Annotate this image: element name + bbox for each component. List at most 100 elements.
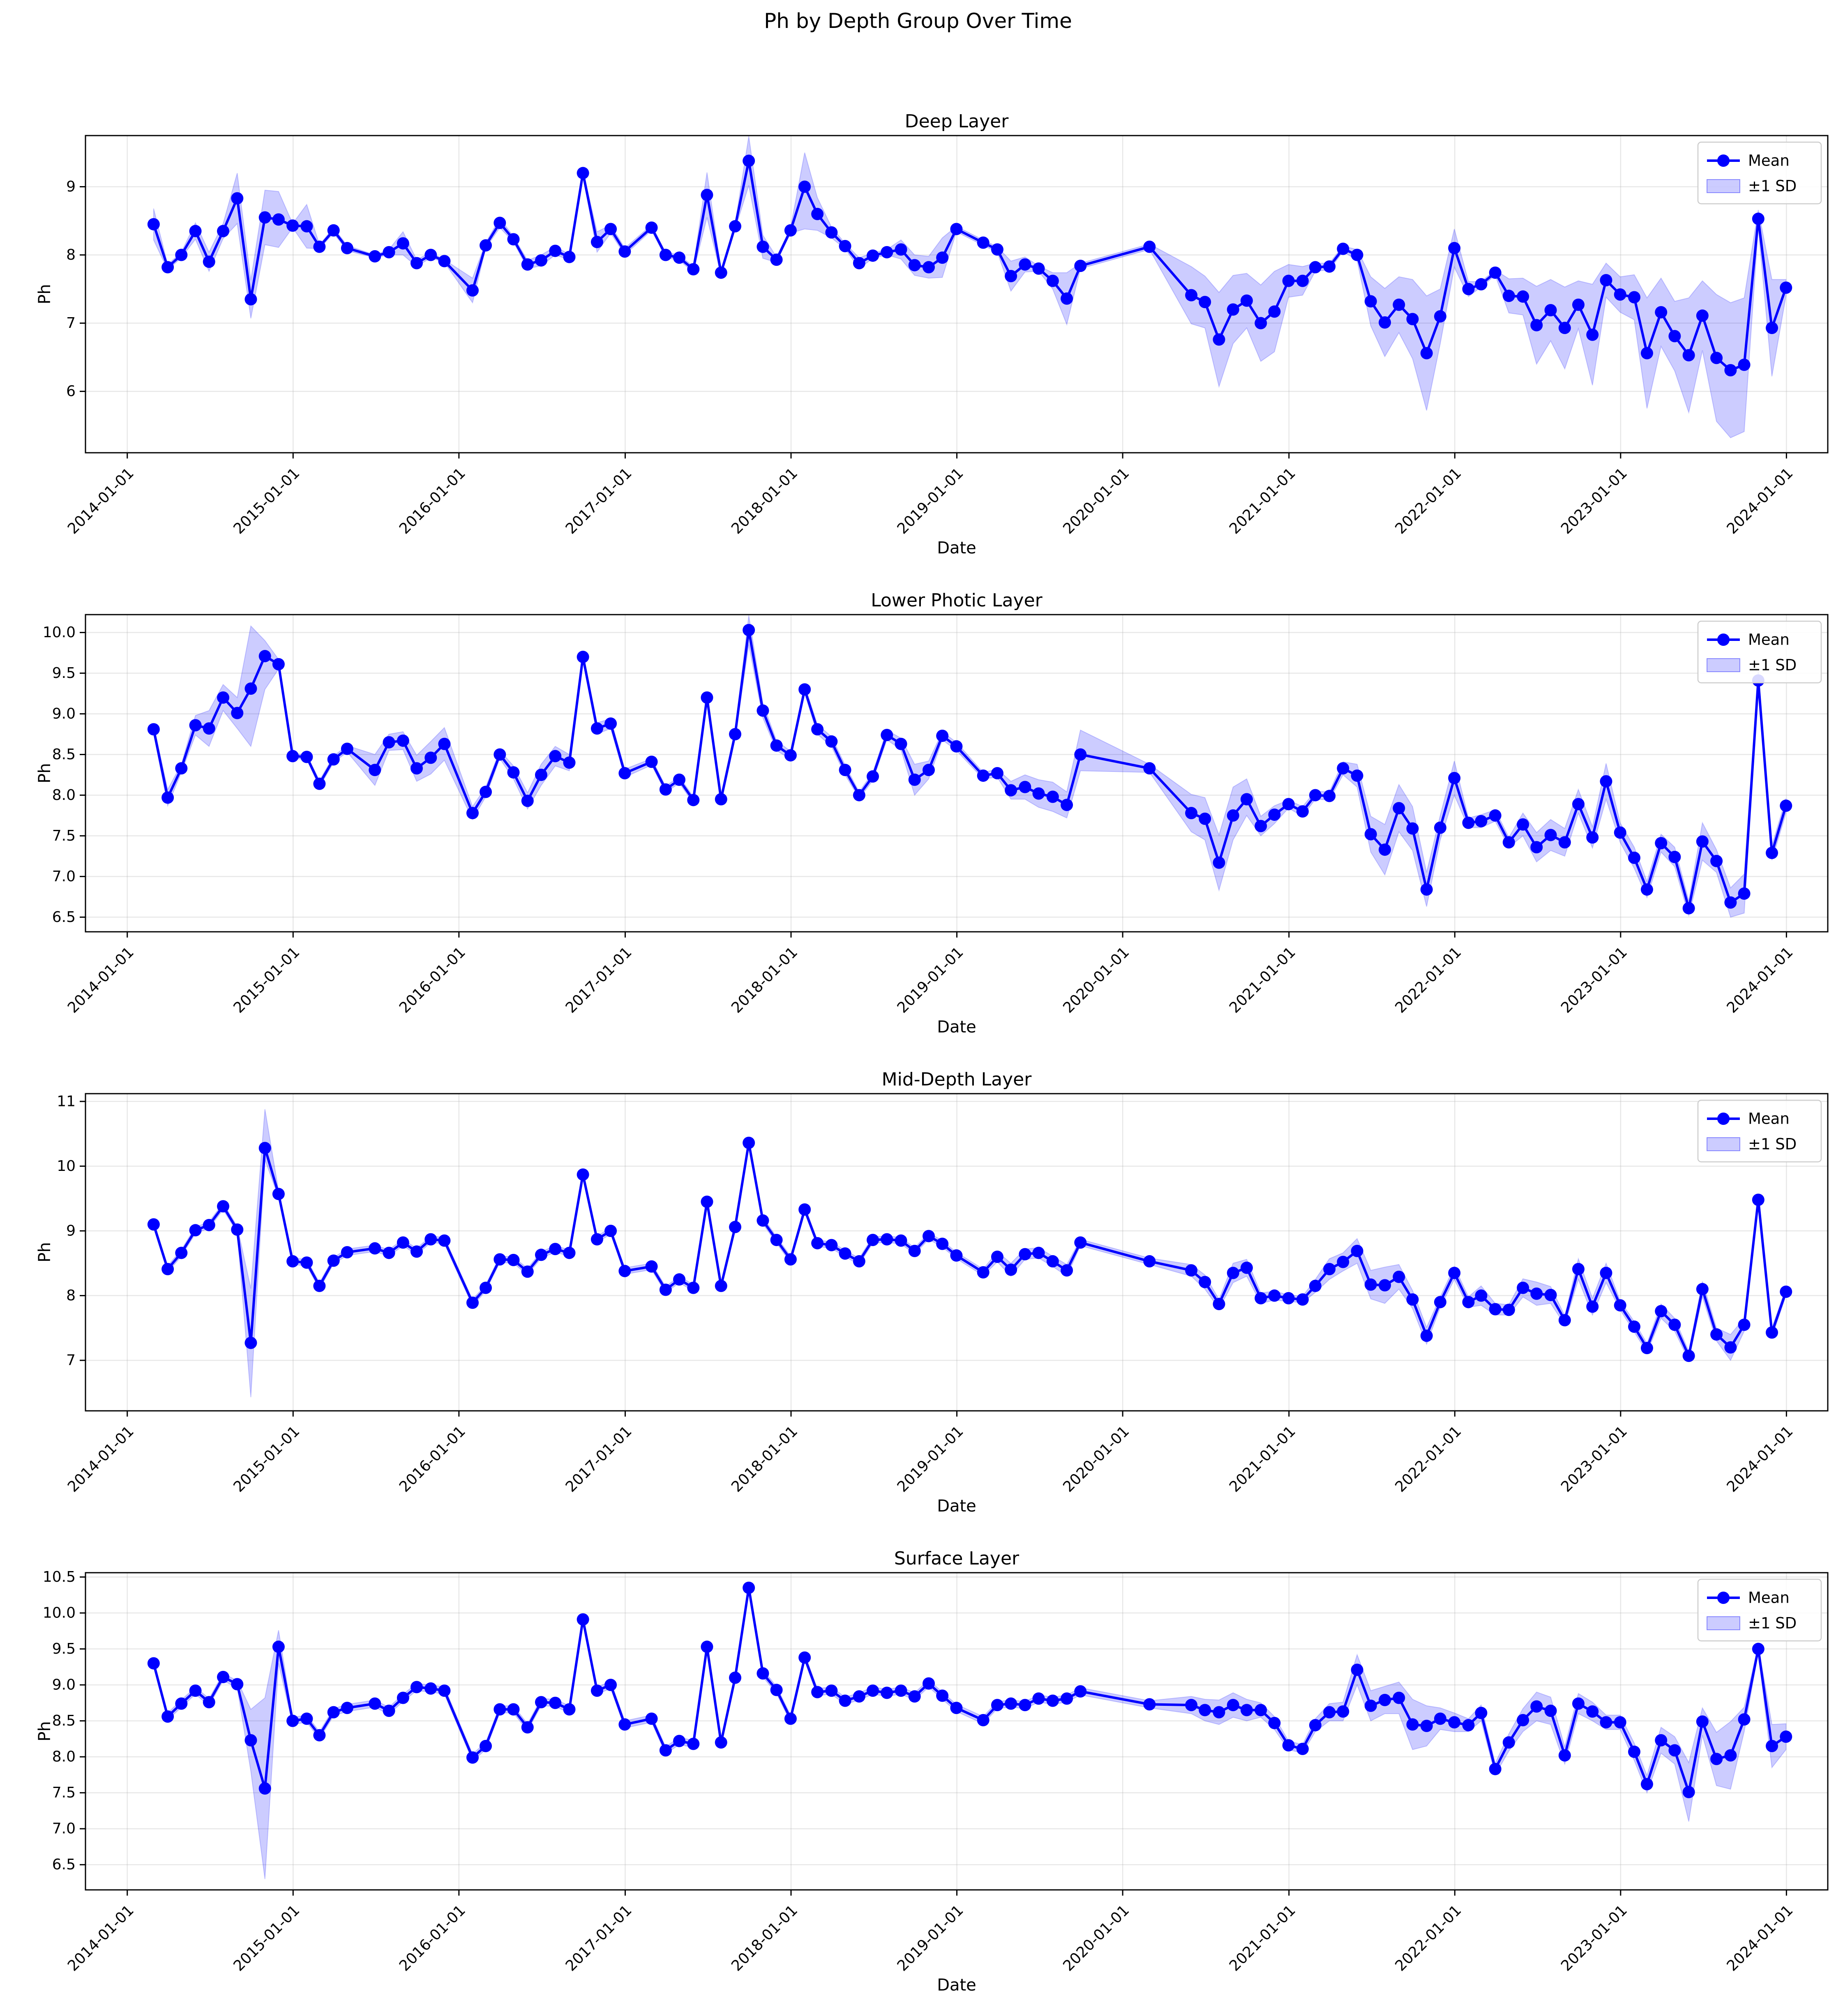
data-point [798, 683, 811, 696]
data-point [1379, 843, 1391, 856]
data-point [1696, 1283, 1709, 1295]
data-point [1199, 1276, 1211, 1288]
data-point [991, 767, 1003, 779]
y-axis-label: Ph [35, 1721, 54, 1741]
data-point [895, 1234, 907, 1247]
data-point [1185, 1699, 1198, 1712]
data-point [1448, 772, 1461, 784]
data-point [1738, 1713, 1751, 1726]
data-point [410, 762, 423, 775]
figure-title: Ph by Depth Group Over Time [764, 9, 1072, 33]
data-point [1393, 1691, 1405, 1704]
data-point [618, 767, 631, 779]
data-point [1682, 1350, 1695, 1362]
data-point [1046, 274, 1059, 287]
data-point [217, 1200, 229, 1213]
data-point [729, 1671, 742, 1684]
data-point [1061, 292, 1073, 305]
data-point [881, 1233, 893, 1246]
data-point [1061, 1692, 1073, 1705]
data-point [424, 751, 437, 764]
data-point [908, 1244, 921, 1257]
data-point [1379, 1279, 1391, 1292]
x-axis-label: Date [937, 539, 976, 558]
data-point [1309, 789, 1322, 802]
data-point [1614, 1716, 1626, 1729]
data-point [977, 769, 990, 782]
data-point [659, 1744, 672, 1757]
data-point [521, 1265, 534, 1278]
data-point [244, 1734, 257, 1746]
data-point [535, 254, 547, 267]
data-point [729, 1221, 742, 1233]
data-point [590, 722, 603, 735]
data-point [908, 773, 921, 786]
data-point [839, 240, 851, 252]
data-point [1572, 1697, 1585, 1710]
data-point [383, 246, 395, 258]
y-tick-label: 8 [66, 1287, 76, 1304]
data-point [466, 284, 479, 297]
x-axis-label: Date [937, 1976, 976, 1995]
data-point [1766, 1740, 1778, 1752]
y-tick-label: 9.0 [52, 1677, 76, 1693]
data-point [1019, 781, 1031, 793]
data-point [798, 1651, 811, 1664]
y-tick-label: 9 [66, 178, 76, 195]
legend-marker-swatch [1717, 1113, 1730, 1125]
data-point [1061, 1264, 1073, 1277]
y-tick-label: 11 [57, 1093, 76, 1110]
data-point [1240, 1704, 1253, 1716]
data-point [175, 1697, 188, 1710]
legend-marker-swatch [1717, 1592, 1730, 1604]
data-point [1502, 836, 1515, 849]
data-point [1255, 1704, 1267, 1716]
data-point [1213, 1706, 1225, 1719]
data-point [590, 1684, 603, 1697]
legend: Mean ±1 SD [1697, 1578, 1822, 1642]
data-point [645, 1712, 658, 1725]
data-point [1185, 806, 1198, 819]
data-point [1614, 826, 1626, 839]
data-point [811, 207, 824, 220]
data-point [286, 750, 299, 763]
data-point [494, 217, 506, 229]
data-point [480, 1281, 492, 1294]
data-point [1724, 896, 1737, 909]
data-point [1696, 835, 1709, 848]
data-point [1614, 1299, 1626, 1312]
data-point [1489, 1303, 1502, 1316]
data-point [701, 1640, 713, 1653]
data-point [1628, 851, 1641, 864]
data-point [757, 704, 769, 717]
data-point [1462, 1296, 1475, 1309]
x-axis-label: Date [937, 1497, 976, 1516]
data-point [1434, 1296, 1446, 1309]
data-point [1282, 1292, 1295, 1304]
data-point [1572, 1263, 1585, 1275]
data-point [1640, 347, 1653, 359]
data-point [1019, 1699, 1031, 1712]
grid [85, 615, 1828, 932]
data-point [466, 806, 479, 819]
data-point [825, 1684, 838, 1697]
data-point [577, 650, 589, 663]
data-point [645, 756, 658, 768]
data-point [853, 1690, 865, 1703]
data-point [923, 261, 935, 274]
data-point [659, 249, 672, 261]
data-point [438, 255, 451, 267]
data-point [1046, 790, 1059, 803]
data-point [936, 1689, 949, 1702]
data-point [1393, 298, 1405, 311]
data-point [203, 722, 215, 735]
data-point [1600, 274, 1612, 286]
data-point [1351, 769, 1363, 782]
data-point [950, 1702, 963, 1714]
data-point [217, 691, 229, 704]
data-point [1766, 1326, 1778, 1339]
data-point [770, 253, 783, 266]
data-point [410, 257, 423, 270]
data-point [258, 650, 271, 662]
data-point [1655, 1734, 1668, 1746]
